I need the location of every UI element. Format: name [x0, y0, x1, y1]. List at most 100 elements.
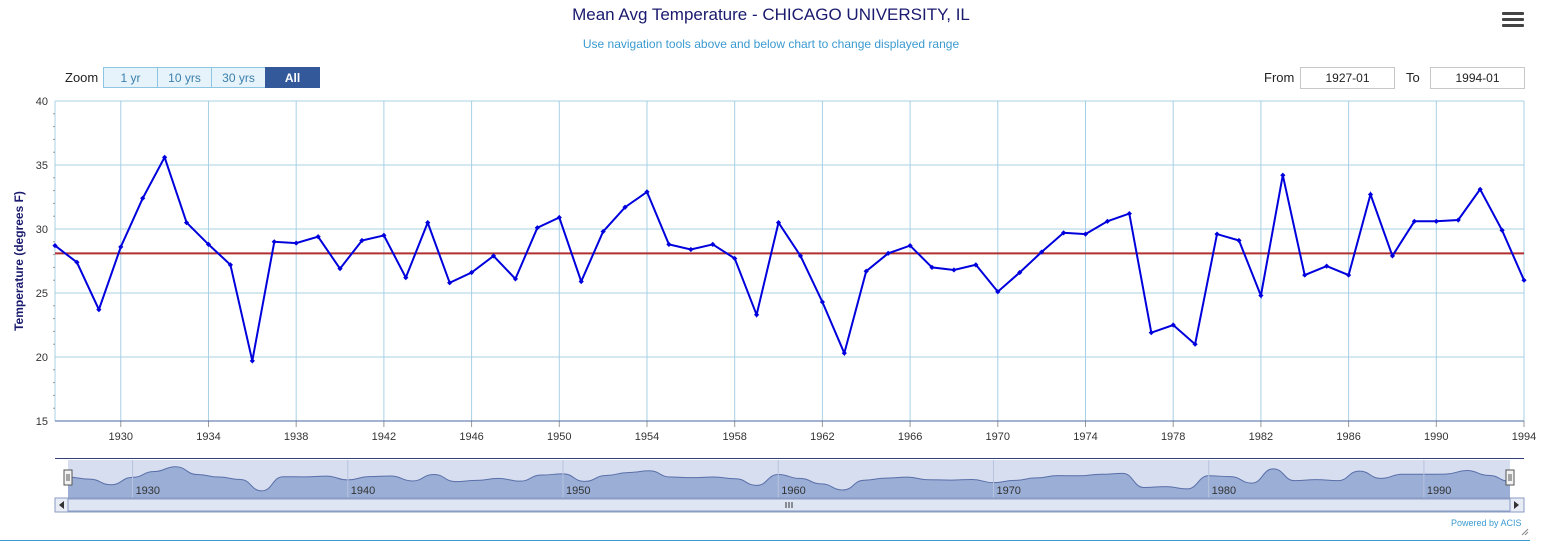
data-point: [249, 358, 255, 364]
data-point: [74, 259, 80, 265]
data-point: [863, 268, 869, 274]
data-point: [622, 204, 628, 210]
data-point: [600, 228, 606, 235]
data-point: [841, 350, 847, 356]
x-tick-label: 1958: [722, 431, 746, 443]
data-point: [1082, 231, 1089, 237]
data-point: [666, 241, 672, 247]
data-point: [1499, 227, 1505, 233]
navigator[interactable]: 1930 1940 1950 1960 1970 1980 1990: [55, 458, 1524, 498]
data-point: [1389, 253, 1396, 259]
zoom-label: Zoom: [65, 70, 99, 85]
data-point: [907, 243, 913, 249]
navigator-line: [67, 466, 1511, 492]
data-point: [293, 240, 299, 246]
zoom-10yrs-button[interactable]: 10 yrs: [157, 67, 212, 88]
data-point: [118, 244, 124, 250]
grid: [54, 100, 1525, 422]
range-to-input[interactable]: [1430, 67, 1525, 89]
scrollbar[interactable]: [54, 497, 1525, 513]
data-point: [1345, 272, 1352, 278]
x-tick-label: 1942: [372, 431, 396, 443]
data-point: [819, 299, 825, 305]
data-point: [644, 189, 650, 195]
x-tick-label: 1950: [547, 431, 571, 443]
y-tick-label: 35: [36, 160, 48, 172]
data-point: [1039, 249, 1045, 255]
navigator-tick-label: 1990: [1427, 485, 1451, 497]
navigator-tick-label: 1970: [996, 485, 1020, 497]
data-point: [929, 264, 935, 270]
navigator-tick-label: 1940: [351, 485, 375, 497]
zoom-all-button[interactable]: All: [265, 67, 320, 88]
data-point: [425, 220, 431, 226]
data-point: [1477, 186, 1483, 192]
data-point: [885, 250, 891, 256]
data-point: [1455, 217, 1461, 223]
data-point: [359, 237, 365, 244]
data-point: [1258, 292, 1264, 299]
data-point: [468, 269, 475, 276]
data-point: [227, 262, 234, 268]
data-point: [162, 154, 168, 160]
navigator-right-handle[interactable]: [1505, 469, 1515, 486]
navigator-top-border: [55, 458, 1524, 459]
x-tick-label: 1990: [1424, 431, 1448, 443]
range-from-input[interactable]: [1300, 67, 1395, 89]
data-point: [1170, 322, 1176, 328]
x-tick-label: 1974: [1073, 431, 1097, 443]
chevron-right-icon: [1514, 501, 1519, 509]
data-point: [578, 278, 584, 285]
scroll-right-button[interactable]: [1509, 497, 1525, 513]
navigator-tick-label: 1950: [566, 485, 590, 497]
x-tick-label: 1934: [196, 431, 220, 443]
data-point: [96, 307, 102, 313]
navigator-left-handle[interactable]: [63, 469, 73, 486]
y-tick-label: 25: [36, 288, 48, 300]
data-point: [732, 255, 738, 262]
data-point: [1280, 172, 1286, 178]
data-point: [205, 241, 212, 247]
credits-link[interactable]: Powered by ACIS: [1451, 518, 1522, 528]
menu-icon[interactable]: [1502, 12, 1524, 30]
data-point: [951, 267, 957, 273]
resize-grip-icon: [1521, 528, 1529, 536]
data-point: [381, 232, 387, 238]
data-point: [973, 262, 979, 268]
x-axis: 1930 1934 1938 1942 1946 1950 1954 1958 1962 1966…: [55, 420, 1536, 443]
x-tick-label: 1954: [635, 431, 659, 443]
data-point: [490, 253, 497, 259]
data-point: [710, 241, 716, 247]
data-point: [1302, 272, 1308, 278]
data-point: [1367, 191, 1374, 198]
scroll-left-button[interactable]: [54, 497, 69, 513]
data-point: [1214, 231, 1220, 237]
data-point: [1104, 218, 1111, 224]
x-tick-label: 1978: [1161, 431, 1185, 443]
y-tick-label: 30: [36, 224, 48, 236]
data-point: [1017, 269, 1023, 276]
x-tick-label: 1938: [284, 431, 308, 443]
x-tick-label: 1982: [1249, 431, 1273, 443]
data-point: [403, 275, 409, 281]
data-point: [995, 289, 1001, 295]
data-point: [1433, 218, 1439, 224]
chart-subtitle: Use navigation tools above and below cha…: [582, 37, 960, 51]
x-tick-label: 1946: [459, 431, 483, 443]
data-point: [775, 220, 782, 226]
bottom-border: [0, 540, 1530, 541]
data-point: [1148, 330, 1154, 336]
navigator-tick-label: 1980: [1212, 485, 1236, 497]
y-tick-label: 40: [36, 96, 48, 108]
data-point: [183, 220, 190, 226]
y-tick-label: 20: [36, 352, 48, 364]
data-point: [556, 214, 562, 221]
data-point: [315, 234, 321, 240]
navigator-area: [68, 466, 1510, 498]
x-tick-label: 1986: [1336, 431, 1360, 443]
zoom-1yr-button[interactable]: 1 yr: [103, 67, 158, 88]
data-point: [512, 276, 519, 282]
x-tick-label: 1962: [810, 431, 834, 443]
chart-title: Mean Avg Temperature - CHICAGO UNIVERSIT…: [572, 5, 970, 24]
data-point: [1521, 277, 1527, 283]
